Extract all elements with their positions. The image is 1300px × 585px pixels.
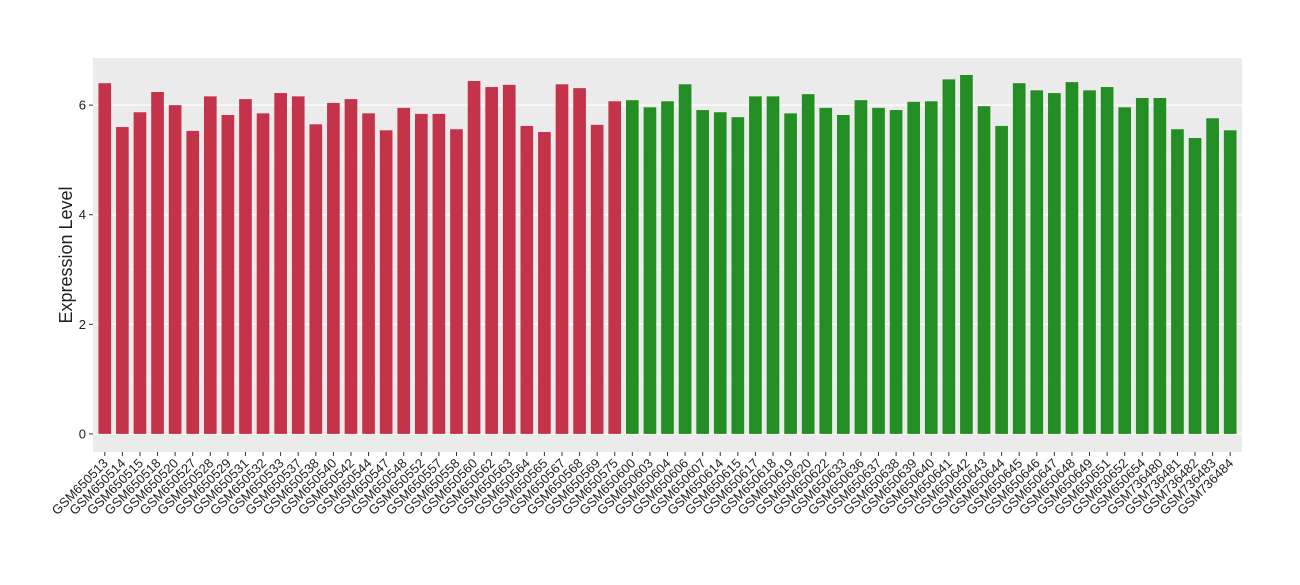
bar <box>203 96 217 434</box>
bar <box>995 125 1008 434</box>
bar <box>889 110 903 434</box>
bar <box>98 83 112 434</box>
bar <box>626 100 639 434</box>
bar <box>1153 98 1167 434</box>
bar <box>1048 93 1061 434</box>
bar <box>362 113 375 434</box>
bar <box>678 84 692 434</box>
bar <box>1100 87 1114 434</box>
bar <box>907 101 921 434</box>
bar <box>696 110 709 434</box>
y-tick-label: 4 <box>79 207 86 222</box>
bar <box>414 113 428 434</box>
bar <box>731 117 745 434</box>
bar <box>151 91 164 434</box>
bar <box>432 113 446 434</box>
bar <box>502 84 516 434</box>
bar <box>837 114 850 434</box>
bar <box>713 112 727 434</box>
bar <box>1135 98 1149 434</box>
bar <box>960 74 973 434</box>
bar <box>1188 138 1202 434</box>
y-tick-label: 0 <box>79 426 86 441</box>
bar <box>1206 118 1219 434</box>
bar <box>221 114 235 434</box>
y-tick-label: 6 <box>79 98 86 113</box>
bar <box>924 101 938 434</box>
bar <box>379 130 393 434</box>
bar <box>116 127 129 434</box>
bar <box>344 99 358 434</box>
bar <box>1083 90 1096 434</box>
bar <box>590 124 604 434</box>
bar <box>608 101 622 434</box>
bar <box>801 94 815 434</box>
bar <box>942 79 956 434</box>
bar <box>1171 129 1184 434</box>
bar <box>854 100 868 434</box>
y-tick-label: 2 <box>79 317 86 332</box>
bar <box>133 112 147 434</box>
bar <box>661 101 674 434</box>
bar <box>291 96 305 434</box>
bar <box>872 107 885 434</box>
bar <box>749 96 762 434</box>
bar <box>274 93 287 434</box>
bar <box>327 102 340 434</box>
bar <box>309 124 323 434</box>
bar <box>239 99 252 434</box>
bar <box>520 125 534 434</box>
bar <box>555 84 569 434</box>
bar <box>1012 83 1026 434</box>
bar <box>538 131 551 434</box>
y-axis-label: Expression Level <box>56 186 76 323</box>
bar <box>819 107 833 434</box>
bar <box>485 87 498 434</box>
bar <box>1223 130 1237 434</box>
bar <box>168 105 182 434</box>
bar <box>256 113 270 434</box>
bar <box>766 96 780 434</box>
bar <box>977 106 991 434</box>
bar <box>1118 107 1132 434</box>
bar <box>186 130 200 434</box>
bar <box>467 81 481 434</box>
bar <box>397 107 411 434</box>
bar <box>573 88 586 434</box>
bar <box>1030 90 1044 434</box>
bar <box>643 107 657 434</box>
bar <box>784 113 797 434</box>
bar <box>1065 82 1079 434</box>
bar <box>450 129 463 434</box>
